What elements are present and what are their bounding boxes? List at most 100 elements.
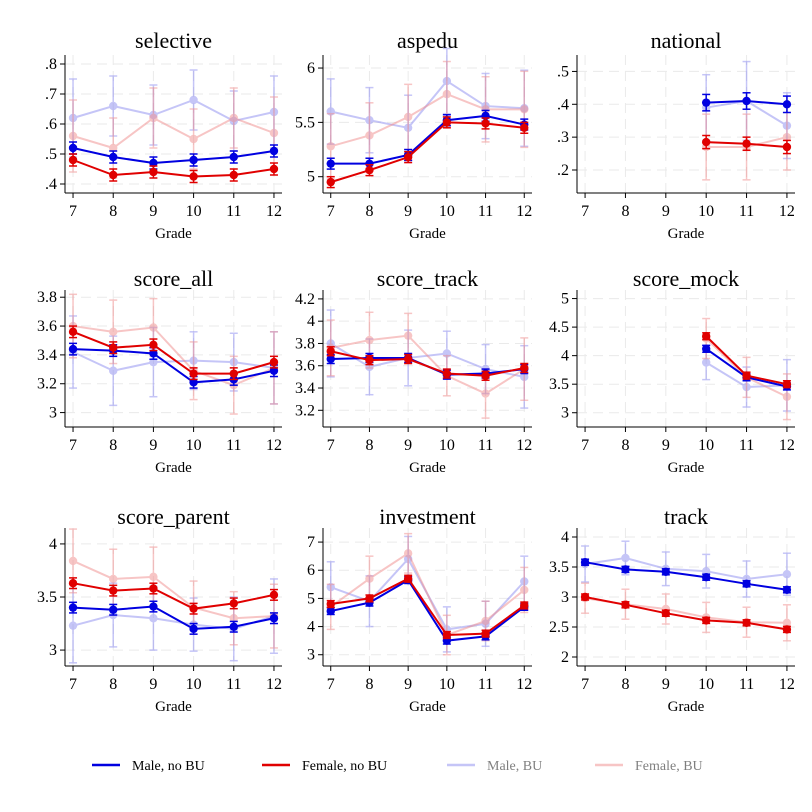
series-female-bu: [326, 60, 529, 180]
y-tick-label: 4.2: [295, 291, 315, 308]
data-point: [68, 143, 78, 153]
x-tick-label: 9: [149, 203, 157, 220]
data-point: [109, 101, 118, 111]
data-point: [365, 131, 374, 140]
data-point: [229, 599, 238, 608]
panel-title: track: [664, 504, 708, 529]
data-point: [701, 137, 711, 147]
series-line-female-no-bu: [72, 582, 275, 610]
series-line-male-bu: [72, 614, 275, 630]
series-female-bu: [326, 311, 529, 419]
x-tick-label: 8: [365, 676, 373, 693]
data-point: [782, 618, 792, 627]
x-tick-label: 12: [779, 437, 795, 454]
data-point: [481, 371, 490, 380]
series-female-no-bu: [68, 153, 279, 184]
data-point: [109, 586, 118, 595]
series-female-no-bu: [326, 346, 529, 381]
data-point: [782, 625, 792, 634]
data-point: [742, 139, 751, 148]
data-point: [365, 335, 374, 345]
data-point: [149, 340, 158, 349]
series-line-male-no-bu: [330, 578, 525, 642]
data-point: [661, 609, 671, 618]
x-tick-label: 12: [779, 676, 795, 693]
series-female-bu: [580, 582, 792, 642]
data-point: [580, 592, 590, 602]
series-line-female-bu: [330, 334, 525, 395]
data-point: [229, 614, 238, 623]
panel-investment: 3 4 5 6 7 7 8 9 10 11 12 investment Grade: [307, 504, 532, 715]
series-line-female-no-bu: [330, 121, 525, 184]
series-line-female-bu: [72, 325, 275, 387]
y-tick-label: .4: [557, 96, 569, 113]
data-point: [701, 98, 711, 107]
x-axis-label: Grade: [409, 226, 446, 242]
data-point: [229, 152, 238, 162]
x-tick-label: 9: [149, 437, 157, 454]
series-female-no-bu: [326, 574, 529, 640]
data-point: [701, 332, 711, 341]
data-point: [701, 344, 711, 353]
data-point: [269, 128, 279, 138]
data-point: [68, 621, 78, 630]
y-tick-label: 3.6: [37, 318, 57, 335]
x-tick-label: 10: [439, 676, 455, 693]
x-tick-label: 11: [226, 437, 241, 454]
panel-title: score_all: [134, 266, 213, 291]
x-tick-label: 9: [404, 676, 412, 693]
data-point: [520, 123, 529, 133]
series-female-no-bu: [68, 325, 279, 381]
data-point: [326, 354, 335, 364]
data-point: [782, 585, 792, 594]
panel-title: score_mock: [633, 266, 739, 291]
x-tick-label: 11: [739, 676, 754, 693]
x-tick-label: 10: [186, 437, 202, 454]
series-female-no-bu: [68, 577, 279, 615]
data-point: [229, 622, 238, 631]
data-point: [742, 579, 751, 588]
panel-track: 2 2.5 3 3.5 4 7 8 9 10 11 12 track Grade: [549, 504, 795, 715]
series-male-no-bu: [701, 92, 792, 114]
legend-label: Female, BU: [635, 759, 703, 774]
x-axis-label: Grade: [409, 460, 446, 476]
data-point: [229, 170, 238, 180]
x-tick-label: 11: [739, 203, 754, 220]
y-tick-label: 5: [561, 291, 569, 308]
data-point: [109, 170, 118, 180]
x-tick-label: 7: [327, 676, 335, 693]
y-tick-label: 2: [561, 649, 569, 666]
data-point: [520, 105, 529, 114]
x-tick-label: 11: [226, 203, 241, 220]
data-point: [442, 89, 452, 99]
data-point: [742, 96, 751, 106]
data-point: [326, 142, 335, 151]
x-tick-label: 9: [404, 437, 412, 454]
data-point: [149, 572, 158, 582]
data-point: [782, 100, 792, 109]
data-point: [229, 113, 238, 123]
series-line-female-no-bu: [72, 330, 275, 375]
data-point: [520, 601, 529, 610]
y-tick-label: 2.5: [549, 619, 569, 636]
legend-label: Female, no BU: [302, 759, 387, 774]
legend: Male, no BU Female, no BU Male, BU Female, …: [92, 759, 703, 774]
x-tick-label: 8: [621, 203, 629, 220]
panel-score-track: 3.2 3.4 3.6 3.8 4 4.2 7 8 9 10 11 12 score_track Grad…: [295, 266, 532, 476]
data-point: [269, 614, 279, 623]
series-line-female-no-bu: [584, 596, 788, 631]
y-tick-label: 3: [307, 647, 315, 664]
data-point: [149, 349, 158, 358]
y-tick-label: 5: [307, 590, 315, 607]
data-point: [481, 629, 490, 638]
x-tick-label: 8: [109, 203, 117, 220]
data-point: [68, 327, 78, 337]
data-point: [442, 369, 452, 378]
legend-item-female-no-bu: Female, no BU: [262, 759, 387, 774]
series-male-no-bu: [68, 600, 279, 635]
data-point: [149, 323, 158, 332]
data-point: [365, 594, 374, 603]
data-point: [520, 363, 529, 373]
y-tick-label: 4: [561, 529, 569, 546]
data-point: [189, 604, 198, 613]
